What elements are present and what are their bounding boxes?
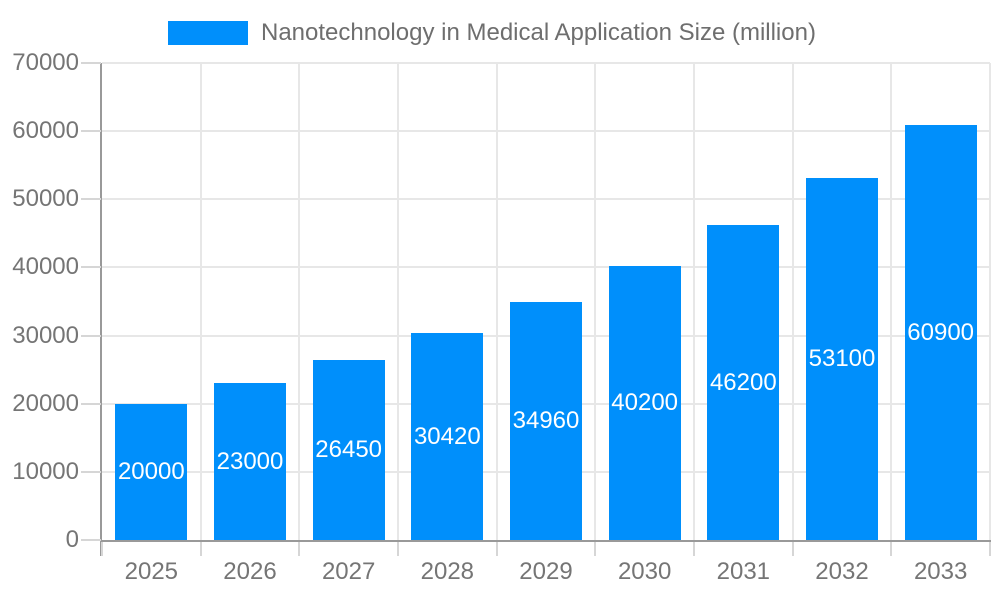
y-tick-label: 50000 <box>12 185 79 213</box>
x-tick-label: 2031 <box>716 558 771 585</box>
gridline-h <box>102 62 990 64</box>
gridline-h <box>102 198 990 201</box>
y-tick <box>81 62 101 64</box>
bar-2028[interactable]: 30420 <box>411 333 484 540</box>
y-tick-label: 70000 <box>12 49 79 76</box>
bar-2025[interactable]: 20000 <box>115 404 188 540</box>
x-tick <box>101 542 103 556</box>
x-tick-label: 2025 <box>124 558 179 585</box>
bar-2032[interactable]: 53100 <box>806 178 878 540</box>
y-tick <box>81 198 101 201</box>
y-tick <box>81 402 101 405</box>
y-tick <box>81 130 101 133</box>
bar-value-label: 30420 <box>413 422 481 450</box>
y-tick-label: 20000 <box>12 389 79 417</box>
bar-value-label: 26450 <box>315 436 383 463</box>
bar-value-label: 60900 <box>907 318 975 346</box>
x-tick <box>397 542 399 556</box>
gridline-v <box>594 63 597 540</box>
gridline-v <box>199 63 202 540</box>
x-tick <box>199 542 202 556</box>
x-tick <box>890 542 893 556</box>
gridline-v <box>693 63 695 540</box>
bar-2029[interactable]: 34960 <box>510 302 582 540</box>
bar-2031[interactable]: 46200 <box>707 225 780 540</box>
x-tick-label: 2028 <box>420 558 475 585</box>
y-tick <box>81 470 101 473</box>
bar-value-label: 53100 <box>808 345 876 372</box>
bar-2033[interactable]: 60900 <box>904 125 977 540</box>
y-tick-label: 0 <box>65 526 79 553</box>
gridline-v <box>397 63 399 540</box>
y-tick-label: 60000 <box>12 117 79 145</box>
gridline-v <box>890 63 893 540</box>
x-tick-label: 2026 <box>223 558 277 585</box>
gridline-v <box>989 63 991 540</box>
x-tick-label: 2030 <box>617 558 672 585</box>
x-tick-label: 2032 <box>815 558 869 585</box>
plot-area: 20000 23000 26450 30420 34960 40200 46200 53100… <box>102 62 991 540</box>
x-tick-label: 2027 <box>321 558 376 585</box>
x-tick-label: 2033 <box>913 558 968 585</box>
x-tick-label: 2029 <box>519 558 573 585</box>
gridline-h <box>102 130 990 133</box>
legend-swatch <box>168 21 248 46</box>
bar-value-label: 20000 <box>117 458 185 485</box>
bar-value-label: 23000 <box>216 447 284 475</box>
x-tick <box>989 542 991 556</box>
bar-2027[interactable]: 26450 <box>312 360 385 540</box>
y-axis-line <box>100 63 102 556</box>
y-tick-label: 10000 <box>12 457 79 485</box>
legend[interactable]: Nanotechnology in Medical Application Si… <box>168 19 816 48</box>
bar-value-label: 34960 <box>512 407 580 434</box>
x-tick <box>495 542 498 556</box>
legend-label: Nanotechnology in Medical Application Si… <box>261 19 816 46</box>
bar-value-label: 40200 <box>611 389 679 416</box>
gridline-v <box>791 63 794 540</box>
gridline-v <box>495 63 498 540</box>
x-axis-line <box>100 540 991 542</box>
x-tick <box>594 542 597 556</box>
y-tick-label: 40000 <box>12 253 79 281</box>
x-tick <box>693 542 695 556</box>
y-tick-label: 30000 <box>12 321 79 349</box>
gridline-v <box>298 63 301 540</box>
y-tick <box>81 334 101 337</box>
y-tick <box>81 266 101 269</box>
x-tick <box>298 542 301 556</box>
x-tick <box>791 542 794 556</box>
bar-2026[interactable]: 23000 <box>214 383 286 540</box>
bar-2030[interactable]: 40200 <box>608 266 681 540</box>
y-tick <box>81 539 101 541</box>
bar-value-label: 46200 <box>709 368 777 396</box>
gridline-h <box>102 266 990 269</box>
